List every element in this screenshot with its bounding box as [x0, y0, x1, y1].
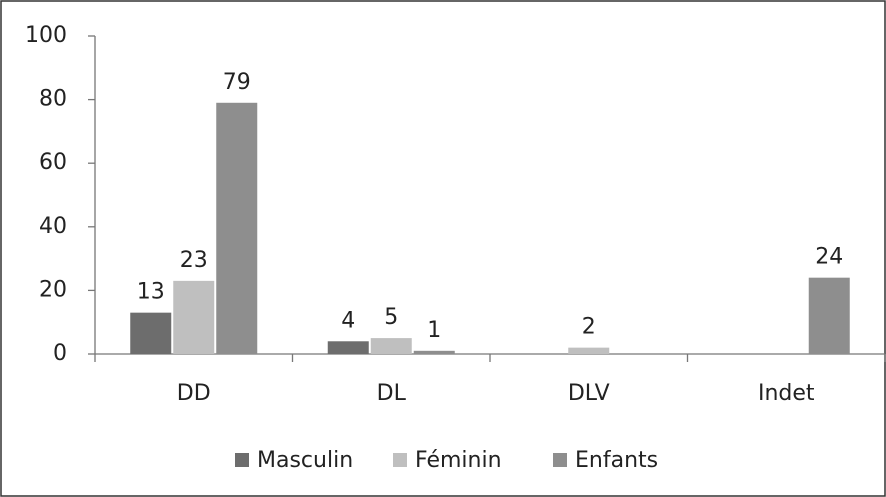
data-label: 13 — [137, 280, 165, 305]
y-tick-label: 80 — [39, 87, 67, 112]
legend-label: Féminin — [415, 448, 502, 473]
y-tick-label: 60 — [39, 150, 67, 175]
y-tick-label: 40 — [39, 214, 67, 239]
data-label: 23 — [180, 248, 208, 273]
data-label: 2 — [582, 315, 596, 340]
data-label: 79 — [223, 70, 251, 95]
y-tick-label: 20 — [39, 277, 67, 302]
x-tick-label: DD — [177, 381, 211, 406]
y-tick-label: 100 — [25, 23, 67, 48]
bar — [327, 341, 369, 354]
bar — [568, 347, 610, 354]
bar — [370, 338, 412, 354]
bar — [808, 277, 850, 354]
data-label: 4 — [341, 308, 355, 333]
bar — [216, 102, 258, 354]
x-tick-label: Indet — [758, 381, 815, 406]
x-tick-label: DLV — [568, 381, 610, 406]
bar — [413, 350, 455, 354]
legend-label: Masculin — [257, 448, 353, 473]
data-label: 5 — [384, 305, 398, 330]
legend-swatch — [235, 453, 249, 467]
bar — [130, 312, 172, 354]
data-label: 24 — [815, 245, 843, 270]
y-tick-label: 0 — [53, 341, 67, 366]
legend-swatch — [553, 453, 567, 467]
data-label: 1 — [427, 318, 441, 343]
legend-label: Enfants — [575, 448, 658, 473]
legend-swatch — [393, 453, 407, 467]
bar — [173, 280, 215, 354]
x-tick-label: DL — [377, 381, 407, 406]
